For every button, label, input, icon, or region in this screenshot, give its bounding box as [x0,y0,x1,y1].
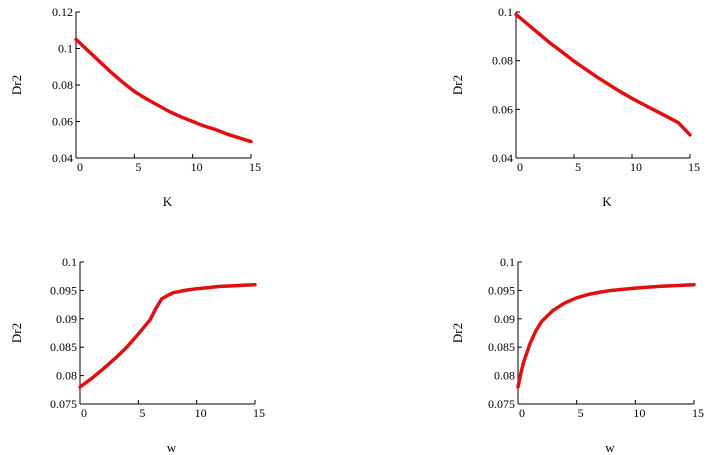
x-tick-label: 10 [191,160,203,174]
y-tick-label: 0.1 [500,255,515,269]
series-line [516,282,696,389]
y-tick-label: 0.12 [52,5,73,19]
x-tick-label: 10 [195,406,207,420]
x-axis-title: w [167,440,177,455]
y-tick-label: 0.04 [52,151,73,165]
x-axis-title: w [605,440,615,455]
x-tick-label: 0 [81,406,87,420]
y-tick-label: 0.04 [492,151,513,165]
x-tick-label: 15 [253,406,265,420]
y-tick-label: 0.09 [56,312,77,326]
y-tick-label: 0.06 [52,115,73,129]
x-axis-title: K [163,194,173,209]
y-tick-label: 0.075 [488,397,515,411]
y-tick-label: 0.08 [494,369,515,383]
y-axis-title: Dr2 [9,323,24,343]
x-tick-label: 5 [578,406,584,420]
y-axis-title: Dr2 [450,75,465,95]
x-tick-label: 5 [139,406,145,420]
y-tick-label: 0.085 [50,340,77,354]
y-tick-label: 0.06 [492,102,513,116]
y-axis-title: Dr2 [450,323,465,343]
y-tick-label: 0.085 [488,340,515,354]
y-tick-label: 0.1 [58,42,73,56]
x-axis-title: K [602,194,612,209]
y-tick-label: 0.09 [494,312,515,326]
y-tick-label: 0.095 [488,283,515,297]
x-tick-label: 0 [77,160,83,174]
y-tick-label: 0.1 [498,5,513,19]
series-line [74,37,253,144]
y-tick-label: 0.095 [50,283,77,297]
y-tick-label: 0.08 [56,369,77,383]
x-tick-label: 10 [630,160,642,174]
x-tick-label: 10 [633,406,645,420]
chart-4: 0 5 10 15 0.075 0.08 0.085 0.09 0.095 0.1 w Dr2 [450,255,704,455]
series-line [514,12,692,137]
x-tick-label: 5 [135,160,141,174]
x-tick-label: 15 [249,160,261,174]
x-tick-label: 0 [519,406,525,420]
chart-2: 0 5 10 15 0.04 0.06 0.08 0.1 K Dr2 [450,5,700,209]
x-tick-label: 5 [575,160,581,174]
y-tick-label: 0.075 [50,397,77,411]
x-tick-label: 15 [692,406,704,420]
series-line [78,282,257,389]
x-tick-label: 15 [688,160,700,174]
x-tick-label: 0 [517,160,523,174]
chart-3: 0 5 10 15 0.075 0.08 0.085 0.09 0.095 0.1 w Dr2 [9,255,265,455]
y-tick-label: 0.08 [492,54,513,68]
chart-1: 0 5 10 15 0.04 0.06 0.08 0.1 0.12 K Dr2 [9,5,261,209]
y-tick-label: 0.1 [62,255,77,269]
y-axis-title: Dr2 [9,75,24,95]
y-tick-label: 0.08 [52,78,73,92]
